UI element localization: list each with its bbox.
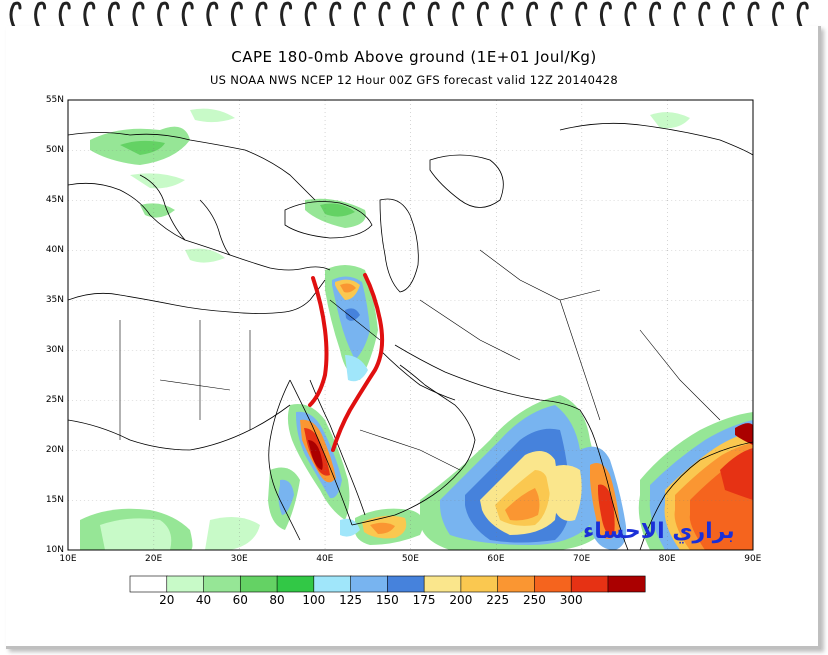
colorbar-swatch [387, 575, 425, 593]
colorbar-swatch [497, 575, 536, 593]
lat-label: 45N [45, 195, 64, 205]
lat-label: 30N [45, 345, 64, 355]
binding-ring [796, 1, 809, 29]
colorbar-label: 100 [302, 593, 326, 607]
colorbar-label: 40 [195, 593, 212, 607]
colorbar-label: 80 [269, 593, 285, 607]
colorbar-swatch [570, 575, 609, 593]
colorbar-swatch [350, 575, 389, 593]
binding-ring [280, 1, 293, 29]
binding-ring [206, 1, 219, 29]
binding-ring [378, 1, 391, 29]
binding-ring [501, 1, 514, 29]
binding-ring [353, 1, 366, 29]
lat-label: 50N [45, 145, 64, 155]
colorbar-label: 150 [375, 593, 399, 607]
binding-ring [304, 1, 317, 29]
lat-label: 20N [45, 445, 64, 455]
colorbar-label: 20 [159, 593, 175, 607]
binding-ring [526, 1, 539, 29]
binding-ring [427, 1, 440, 29]
colorbar-swatch [276, 575, 315, 593]
lon-label: 90E [744, 554, 762, 564]
binding-ring [181, 1, 194, 29]
binding-ring [722, 1, 735, 29]
binding-ring [403, 1, 416, 29]
colorbar-swatch [423, 575, 462, 593]
binding-ring [157, 1, 170, 29]
lon-label: 70E [573, 554, 591, 564]
colorbar-label: 225 [486, 593, 510, 607]
binding-ring [747, 1, 760, 29]
lon-label: 80E [658, 554, 676, 564]
lat-label: 15N [45, 495, 64, 505]
binding-ring [624, 1, 637, 29]
lon-label: 60E [487, 554, 505, 564]
binding-ring [673, 1, 686, 29]
binding-ring [34, 1, 47, 29]
binding-ring [698, 1, 711, 29]
colorbar [129, 575, 646, 593]
binding-ring [230, 1, 243, 29]
binding-ring [58, 1, 71, 29]
lat-label: 55N [45, 95, 64, 105]
binding-ring [575, 1, 588, 29]
colorbar-swatch [534, 575, 572, 593]
watermark-text: براري الاحساء [583, 519, 735, 544]
colorbar-label: 300 [559, 593, 583, 607]
colorbar-label: 125 [339, 593, 363, 607]
binding-ring [132, 1, 145, 29]
colorbar-swatch [607, 575, 646, 593]
binding-ring [550, 1, 563, 29]
binding-ring [649, 1, 662, 29]
binding-ring [772, 1, 785, 29]
colorbar-label: 60 [232, 593, 248, 607]
binding-ring [452, 1, 465, 29]
chart-title: CAPE 180-0mb Above ground (1E+01 Joul/Kg… [231, 48, 597, 66]
lon-label: 20E [145, 554, 163, 564]
lat-label: 40N [45, 245, 64, 255]
colorbar-swatch [203, 575, 242, 593]
colorbar-label: 175 [412, 593, 436, 607]
lat-label: 10N [45, 545, 64, 555]
colorbar-swatch [239, 575, 278, 593]
binding-ring [107, 1, 120, 29]
binding-ring [599, 1, 612, 29]
lon-label: 10E [59, 554, 77, 564]
spiral-binding [9, 1, 809, 29]
lon-label: 30E [230, 554, 248, 564]
chart-subtitle: US NOAA NWS NCEP 12 Hour 00Z GFS forecas… [209, 73, 619, 87]
binding-ring [83, 1, 96, 29]
lat-label: 25N [45, 395, 64, 405]
colorbar-label: 200 [449, 593, 473, 607]
binding-ring [9, 1, 22, 29]
colorbar-swatch [460, 575, 499, 593]
colorbar-swatch [313, 575, 352, 593]
binding-ring [255, 1, 268, 29]
colorbar-swatch [129, 575, 168, 593]
binding-ring [476, 1, 489, 29]
annotation-lines [308, 273, 385, 452]
colorbar-label: 250 [522, 593, 546, 607]
lon-label: 40E [316, 554, 334, 564]
binding-ring [329, 1, 342, 29]
colorbar-swatch [166, 575, 205, 593]
lon-label: 50E [401, 554, 419, 564]
lat-label: 35N [45, 295, 64, 305]
